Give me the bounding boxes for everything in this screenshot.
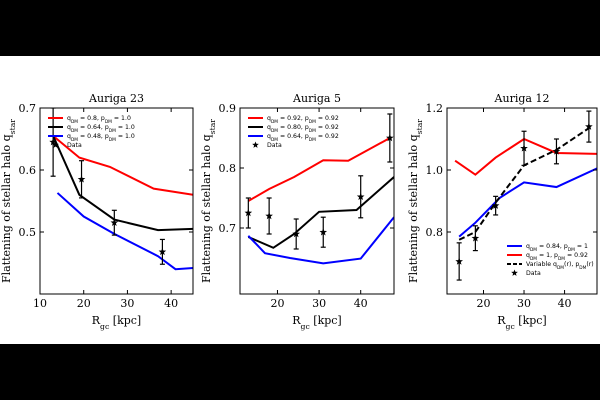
series-line-3 (458, 127, 590, 241)
data-star-point (491, 201, 500, 209)
series-line-1 (247, 137, 391, 202)
legend-label-1: qDM = 0.8, pDM = 1.0 (67, 115, 131, 125)
series-line-2 (454, 137, 597, 176)
chart-panel-3: Auriga 12 20 30 40 0.8 1.0 1.2 Rgc [kpc] Flatten… (407, 92, 598, 331)
series-line-3 (247, 216, 394, 265)
legend-star-icon (52, 141, 59, 148)
x-axis-label: Rgc [kpc] (497, 314, 546, 331)
data-star-point (110, 218, 119, 226)
legend-star-icon (511, 269, 518, 276)
data-star-point (158, 247, 167, 256)
series-line-1 (458, 167, 597, 238)
chart-panel-1: Auriga 23 10 20 30 40 0.5 0.6 0.7 Rgc [kpc] Flatt… (0, 92, 194, 331)
data-star-point (455, 257, 463, 265)
data-star-point (386, 134, 394, 142)
legend-label-2: qDM = 1, pDM = 0.92 (526, 252, 588, 262)
legend-label-3: qDM = 0.48, pDM = 1.0 (67, 133, 135, 143)
data-star-point (49, 138, 57, 146)
plot-area (454, 110, 597, 281)
data-star-point (356, 192, 365, 201)
legend-label-1: qDM = 0.92, pDM = 0.92 (267, 115, 339, 125)
figure-canvas: Auriga 23 10 20 30 40 0.5 0.6 0.7 Rgc [kpc] Flatt… (0, 56, 600, 344)
data-star-point (244, 209, 253, 217)
y-tick-label: 0.7 (219, 222, 237, 235)
x-axis-label: Rgc [kpc] (92, 314, 141, 331)
series-line-3 (56, 192, 193, 271)
y-axis-label: Flattening of stellar halo qstar (200, 119, 217, 283)
x-tick-label: 20 (77, 297, 91, 310)
data-star-point (292, 230, 300, 238)
data-star-point (552, 147, 561, 155)
y-tick-label: 0.7 (19, 102, 37, 115)
legend-star-icon (252, 141, 259, 148)
legend-label-1: qDM = 0.84, pDM = 1 (526, 243, 588, 253)
figure-svg: Auriga 23 10 20 30 40 0.5 0.6 0.7 Rgc [kpc] Flatt… (0, 92, 598, 331)
axes-frame (239, 107, 395, 295)
chart-title: Auriga 5 (292, 92, 341, 105)
legend-label-data: Data (526, 270, 541, 277)
x-tick-label: 40 (558, 297, 572, 310)
legend-label-2: qDM = 0.64, pDM = 1.0 (67, 124, 135, 134)
x-tick-label: 20 (476, 297, 490, 310)
y-tick-label: 0.8 (219, 162, 237, 175)
chart-panel-2: Auriga 5 20 30 40 0.7 0.8 0.9 Rgc [kpc] Flatteni… (200, 92, 395, 331)
series-line-2 (52, 135, 193, 232)
y-tick-label: 0.9 (219, 102, 237, 115)
data-star-point (471, 234, 480, 242)
y-tick-label: 0.8 (426, 226, 444, 239)
y-axis-label: Flattening of stellar halo qstar (407, 119, 424, 283)
chart-title: Auriga 12 (494, 92, 550, 105)
y-tick-label: 1.0 (426, 164, 444, 177)
data-star-point (520, 144, 528, 152)
series-line-2 (247, 176, 394, 249)
legend-label-2: qDM = 0.80, pDM = 0.92 (267, 124, 339, 134)
legend-label-data: Data (267, 142, 282, 149)
y-axis-label: Flattening of stellar halo qstar (0, 119, 17, 283)
x-tick-label: 30 (312, 297, 326, 310)
series-line-1 (52, 135, 193, 196)
data-star-point (585, 122, 593, 130)
plot-area (49, 108, 193, 271)
axes-frame (39, 107, 194, 295)
x-tick-label: 40 (164, 297, 178, 310)
chart-title: Auriga 23 (88, 92, 144, 105)
y-tick-label: 1.2 (426, 102, 444, 115)
data-star-point (77, 175, 86, 183)
y-tick-label: 0.5 (19, 226, 37, 239)
axes-frame (446, 107, 598, 295)
legend-label-3: qDM = 0.64, pDM = 0.92 (267, 133, 339, 143)
legend-label-data: Data (67, 142, 82, 149)
x-tick-label: 10 (33, 297, 47, 310)
data-star-point (319, 228, 328, 236)
legend-label-3: Variable qDM(r), pDM(r) (526, 261, 594, 271)
x-axis-label: Rgc [kpc] (292, 314, 341, 331)
plot-area (244, 113, 394, 265)
x-tick-label: 30 (120, 297, 134, 310)
data-star-point (265, 212, 273, 220)
x-tick-label: 40 (354, 297, 368, 310)
x-tick-label: 20 (270, 297, 284, 310)
y-tick-label: 0.6 (19, 164, 37, 177)
x-tick-label: 30 (517, 297, 531, 310)
